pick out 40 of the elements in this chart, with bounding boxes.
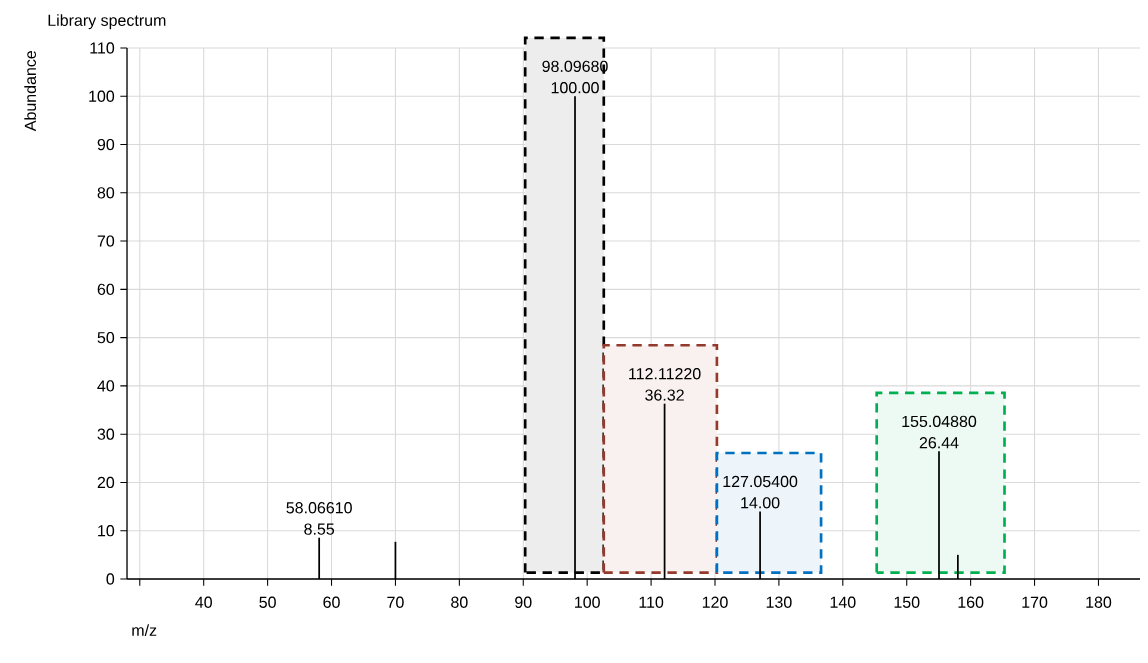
x-tick-label: 50 — [259, 596, 276, 608]
y-tick-label: 70 — [97, 235, 115, 247]
x-tick-label: 70 — [387, 596, 404, 608]
x-tick-label: 100 — [575, 596, 600, 608]
annotation: 155.04880 — [902, 415, 977, 428]
y-tick-label: 110 — [90, 42, 115, 54]
y-tick-label: 0 — [106, 573, 115, 585]
y-tick-label: 20 — [97, 476, 115, 489]
x-tick-label: 40 — [195, 596, 212, 608]
chart-title: Library spectrum — [48, 14, 166, 30]
x-tick-label: 160 — [958, 596, 984, 608]
y-tick-label: 90 — [97, 138, 115, 151]
x-tick-label: 180 — [1086, 596, 1112, 608]
y-axis-title: Abundance — [24, 50, 37, 132]
data-label: 8.55 — [304, 523, 335, 535]
y-tick-label: 80 — [97, 187, 115, 199]
annotation: 98.09680 — [542, 60, 608, 72]
x-tick-label: 130 — [766, 596, 792, 608]
y-tick-label: 10 — [98, 525, 115, 537]
x-tick-label: 110 — [639, 596, 664, 608]
x-axis-title: m/z — [132, 624, 157, 636]
x-tick-label: 60 — [323, 596, 340, 608]
annotation: 127.05400 — [723, 475, 798, 488]
y-tick-label: 30 — [97, 428, 115, 440]
x-tick-label: 150 — [894, 596, 920, 608]
x-tick-label: 90 — [515, 596, 532, 608]
x-tick-label: 140 — [830, 596, 856, 608]
data-label: 100.00 — [551, 82, 599, 94]
annotation: 112.11220 — [629, 368, 701, 380]
x-tick-label: 80 — [451, 596, 468, 608]
y-tick-label: 40 — [97, 380, 115, 392]
y-tick-label: 60 — [97, 283, 115, 296]
data-label: 14.00 — [741, 497, 780, 509]
data-label: 26.44 — [919, 437, 959, 449]
y-tick-label: 100 — [89, 90, 115, 102]
x-tick-label: 170 — [1022, 596, 1048, 608]
x-tick-label: 120 — [702, 596, 728, 608]
data-label: 36.32 — [645, 389, 684, 401]
annotation: 58.06610 — [286, 502, 352, 514]
y-tick-label: 50 — [97, 331, 115, 344]
